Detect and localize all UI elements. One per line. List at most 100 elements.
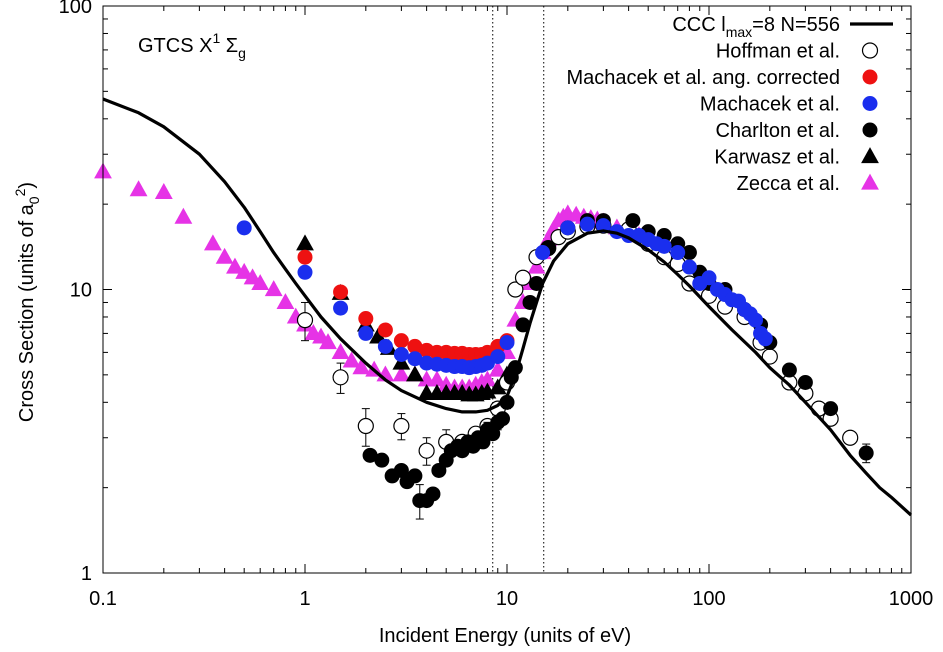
data-point [393, 462, 409, 478]
x-tick-label: 10 [496, 588, 518, 610]
data-point [625, 213, 641, 229]
data-point [507, 281, 524, 298]
data-point [478, 382, 497, 399]
data-point [407, 351, 423, 367]
data-point [392, 365, 411, 382]
series-0 [102, 97, 913, 517]
data-point [251, 274, 270, 291]
plot-area [94, 97, 913, 520]
data-point [297, 249, 313, 265]
tick-labels: 0.1 1 10 100 1000 1 10 100 [59, 0, 934, 610]
data-point [129, 180, 148, 197]
data-point [297, 264, 313, 280]
legend-label: Zecca et al. [737, 173, 840, 195]
legend-marker [861, 42, 879, 59]
data-point [333, 284, 349, 300]
data-point [154, 183, 173, 199]
data-point [358, 311, 374, 327]
series-3 [236, 216, 773, 376]
data-point [236, 220, 252, 236]
data-point [425, 486, 441, 502]
legend-marker [862, 122, 878, 138]
data-point [485, 426, 501, 442]
x-tick-label: 1 [299, 588, 310, 610]
data-point [595, 218, 611, 234]
data-point [858, 445, 874, 461]
data-point [393, 417, 410, 435]
data-point [781, 362, 797, 378]
data-point [488, 360, 507, 377]
data-point [495, 411, 511, 427]
data-point [527, 257, 546, 274]
axis-ticks [102, 6, 912, 574]
data-point [276, 293, 295, 310]
data-point [331, 343, 350, 359]
legend-label: Charlton et al. [715, 120, 840, 142]
data-point [407, 338, 423, 354]
data-point [405, 365, 424, 382]
data-point [333, 300, 349, 316]
data-point [407, 468, 423, 484]
data-point [535, 245, 551, 261]
data-point [499, 335, 515, 351]
data-point [579, 216, 595, 232]
data-point [670, 245, 686, 261]
data-point [264, 280, 283, 297]
data-point [681, 245, 697, 261]
legend-label: CCC lmax=8 N=556 [672, 14, 840, 40]
data-point [362, 447, 378, 463]
data-point [490, 349, 506, 365]
data-point [357, 417, 374, 435]
y-tick-label: 100 [59, 0, 92, 18]
x-tick-label: 0.1 [89, 588, 117, 610]
legend-label: Karwasz et al. [714, 147, 840, 169]
y-tick-label: 10 [70, 280, 92, 302]
data-point [393, 346, 409, 362]
legend-label: Hoffman et al. [716, 41, 840, 63]
data-point [352, 358, 371, 375]
y-axis-title: Cross Section (units of a02) [12, 182, 42, 422]
legend-marker [861, 147, 879, 164]
data-point [656, 238, 672, 254]
x-axis-title: Incident Energy (units of eV) [379, 625, 631, 647]
data-point [377, 338, 393, 354]
data-point [418, 442, 435, 459]
data-point [203, 234, 222, 251]
plot-frame [102, 5, 912, 574]
data-point [374, 452, 390, 468]
legend-marker [862, 96, 878, 111]
data-point [428, 370, 446, 387]
x-tick-label: 1000 [889, 588, 934, 610]
data-point [332, 369, 349, 386]
data-point [226, 257, 244, 274]
legend-label: Machacek et al. ang. corrected [567, 67, 840, 89]
data-point [475, 434, 491, 450]
data-point [358, 325, 374, 341]
reference-lines [492, 6, 545, 573]
legend-label: Machacek et al. [700, 94, 840, 116]
data-point [748, 312, 764, 328]
data-point [823, 401, 839, 417]
legend-marker [861, 173, 879, 190]
chart-annotation: GTCS X1 Σg [138, 30, 246, 61]
y-tick-label: 1 [81, 563, 92, 585]
data-point [757, 331, 773, 347]
data-point [235, 262, 254, 279]
series-line [102, 97, 913, 517]
data-point [296, 311, 314, 329]
data-point [393, 333, 409, 349]
data-point [701, 270, 717, 286]
legend-marker [862, 69, 878, 85]
data-point [842, 429, 859, 446]
x-tick-label: 100 [692, 588, 725, 610]
data-point [296, 234, 314, 251]
data-point [560, 220, 576, 236]
data-point [488, 378, 507, 395]
data-point [342, 351, 361, 368]
data-point [681, 259, 697, 275]
data-point [515, 317, 531, 333]
data-point [797, 374, 813, 390]
